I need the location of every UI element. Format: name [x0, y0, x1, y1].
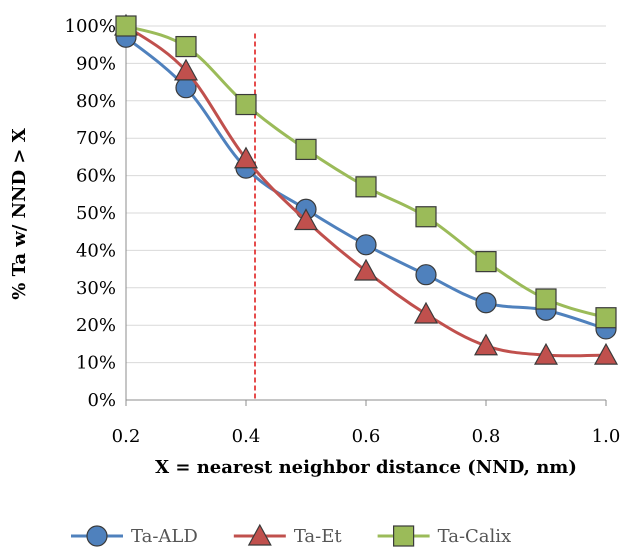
x-tick-label: 0.4	[232, 426, 261, 447]
data-point	[295, 138, 317, 161]
series-layer	[113, 13, 619, 365]
gridlines	[126, 25, 606, 364]
data-point	[115, 15, 137, 37]
data-point	[173, 58, 199, 81]
axes	[125, 26, 607, 406]
legend-label: Ta-ALD	[131, 526, 198, 547]
data-point	[475, 292, 497, 314]
data-point	[535, 288, 557, 310]
tick-labels: 0% 10% 20% 30% 40% 50% 60% 70% 80% 90% 100% 0.2 0.4 0…	[65, 16, 620, 447]
y-tick-label: 50%	[76, 203, 116, 224]
x-axis-title: X = nearest neighbor distance (NND, nm)	[155, 457, 577, 478]
data-point	[475, 251, 497, 273]
data-point	[355, 234, 377, 256]
legend-item-ta-calix: Ta-Calix	[377, 525, 512, 547]
series-line	[125, 24, 607, 358]
data-point	[175, 35, 197, 58]
legend-label: Ta-Et	[294, 526, 343, 547]
data-point	[473, 333, 499, 356]
x-tick-label: 0.8	[472, 426, 501, 447]
data-point	[413, 301, 439, 324]
x-tick-label: 0.6	[352, 426, 381, 447]
y-tick-label: 20%	[76, 315, 116, 336]
series-ta-calix	[115, 15, 617, 329]
data-point	[293, 208, 319, 231]
data-point	[353, 258, 379, 281]
data-point	[595, 307, 617, 329]
x-tick-label: 1.0	[592, 426, 620, 447]
data-point	[593, 342, 619, 365]
data-point	[415, 206, 437, 228]
data-point	[233, 146, 259, 169]
legend-item-ta-et: Ta-Et	[233, 523, 343, 547]
legend-item-ta-ald: Ta-ALD	[71, 525, 198, 547]
data-point	[235, 93, 257, 116]
y-tick-label: 40%	[76, 240, 116, 261]
legend: Ta-ALD Ta-Et Ta-Calix	[71, 523, 512, 547]
y-tick-label: 60%	[76, 166, 116, 187]
legend-marker	[247, 523, 272, 546]
data-point	[533, 342, 559, 365]
y-tick-label: 80%	[76, 91, 116, 112]
y-tick-label: 0%	[87, 390, 116, 411]
y-tick-label: 70%	[76, 128, 116, 149]
legend-label: Ta-Calix	[438, 526, 512, 547]
y-axis-title: % Ta w/ NND > X	[9, 128, 30, 299]
data-point	[355, 176, 377, 198]
legend-marker	[86, 525, 108, 547]
x-tick-label: 0.2	[112, 426, 141, 447]
y-tick-label: 100%	[65, 16, 116, 37]
legend-marker	[393, 525, 415, 547]
data-point	[415, 264, 437, 286]
y-tick-label: 30%	[76, 278, 116, 299]
y-tick-label: 10%	[76, 353, 116, 374]
y-tick-label: 90%	[76, 53, 116, 74]
